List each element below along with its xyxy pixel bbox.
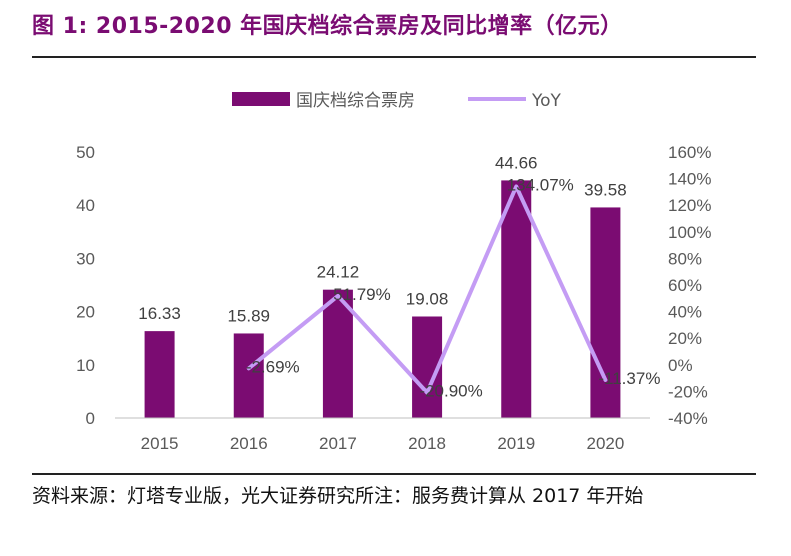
bar-value-label: 16.33 [138, 304, 181, 323]
bar [233, 333, 264, 418]
line-value-label: -11.37% [598, 369, 660, 388]
bar [590, 207, 621, 418]
y-right-tick-label: -20% [668, 382, 708, 401]
legend: 国庆档综合票房 YoY [232, 91, 562, 111]
line-series [246, 184, 608, 395]
yoy-line [246, 184, 608, 395]
x-tick-label: 2019 [497, 434, 535, 453]
y-right-tick-label: 120% [668, 196, 711, 215]
y-right-tick-label: 100% [668, 223, 711, 242]
chart: 国庆档综合票房 YoY 0 10 20 30 40 50 -40% -20% 0% 20% 40% 6… [76, 91, 711, 453]
y-right-tick-label: 80% [668, 249, 702, 268]
legend-swatch-bar [232, 92, 290, 106]
y-right-tick-label: 20% [668, 329, 702, 348]
y-right-tick-label: 160% [668, 143, 711, 162]
bar-value-label: 24.12 [317, 263, 360, 282]
y-right-tick-label: 60% [668, 276, 702, 295]
x-tick-label: 2018 [408, 434, 446, 453]
y-right-axis: -40% -20% 0% 20% 40% 60% 80% 100% 120% 140% 160% [668, 143, 711, 428]
bar-value-label: 19.08 [406, 289, 449, 308]
bar [144, 331, 175, 418]
y-left-tick-label: 10 [76, 356, 95, 375]
chart-title: 图 1: 2015-2020 年国庆档综合票房及同比增率（亿元） [32, 14, 623, 39]
y-left-axis: 0 10 20 30 40 50 [76, 143, 95, 428]
line-value-label: -2.69% [246, 357, 300, 376]
x-tick-label: 2020 [587, 434, 625, 453]
line-value-label: -20.90% [419, 382, 482, 401]
x-axis: 2015 2016 2017 2018 2019 2020 [115, 417, 650, 453]
source-note: 资料来源：灯塔专业版，光大证券研究所注：服务费计算从 2017 年开始 [32, 485, 644, 507]
legend-label-line: YoY [531, 91, 562, 111]
x-tick-label: 2015 [141, 434, 179, 453]
legend-label-bar: 国庆档综合票房 [296, 91, 415, 111]
y-left-tick-label: 40 [76, 196, 95, 215]
y-left-tick-label: 30 [76, 249, 95, 268]
y-right-tick-label: 0% [668, 356, 693, 375]
bar-labels: 16.33 15.89 24.12 19.08 44.66 39.58 [138, 153, 626, 325]
y-left-tick-label: 50 [76, 143, 95, 162]
y-left-tick-label: 20 [76, 303, 95, 322]
line-value-label: 51.79% [333, 285, 391, 304]
y-right-tick-label: -40% [668, 409, 708, 428]
bar-value-label: 39.58 [584, 180, 627, 199]
bar [322, 289, 353, 418]
x-tick-label: 2016 [230, 434, 268, 453]
source-divider [32, 473, 756, 475]
bar-value-label: 44.66 [495, 153, 538, 172]
y-right-tick-label: 140% [668, 170, 711, 189]
line-labels: -2.69% 51.79% -20.90% 134.07% -11.37% [246, 175, 661, 400]
line-value-label: 134.07% [507, 175, 574, 194]
y-left-tick-label: 0 [86, 409, 95, 428]
bar-value-label: 15.89 [227, 306, 270, 325]
bar [501, 180, 532, 418]
x-tick-label: 2017 [319, 434, 357, 453]
title-divider [32, 56, 756, 58]
y-right-tick-label: 40% [668, 303, 702, 322]
